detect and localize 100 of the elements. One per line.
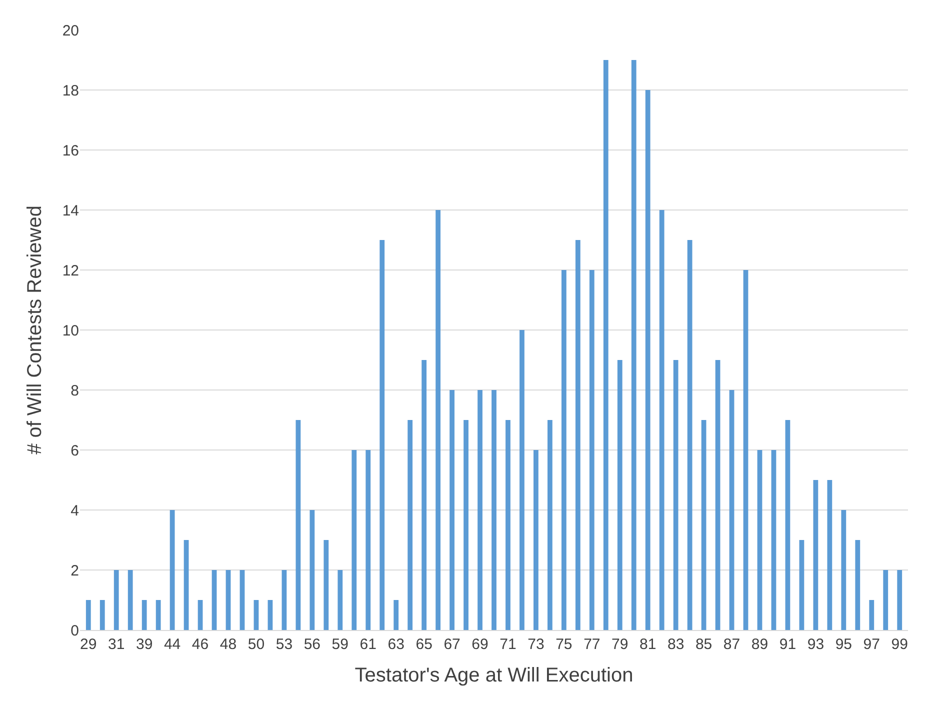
y-tick-label: 20 [62,22,79,40]
bar [883,570,888,630]
bar [324,540,329,630]
bar [226,570,231,630]
bar [729,390,734,630]
x-tick-label: 50 [248,636,265,653]
bar [520,330,524,630]
x-tick-label: 91 [779,636,796,653]
y-tick-label: 4 [70,502,79,520]
x-tick-label: 46 [192,636,209,653]
y-tick-label: 0 [70,622,79,640]
x-tick-label: 61 [360,636,376,653]
y-tick-label: 12 [62,262,79,280]
bar [841,510,846,630]
x-tick-label: 56 [304,636,321,653]
x-tick-label: 29 [80,636,97,653]
bar [701,420,706,630]
y-tick-label: 14 [62,202,79,220]
bar [827,480,832,630]
x-tick-label: 65 [416,636,432,653]
x-tick-label: 89 [751,636,768,653]
bar [743,270,748,630]
x-axis-title: Testator's Age at Will Execution [354,664,634,686]
bar [603,60,608,630]
x-tick-label: 85 [695,636,712,653]
bar [114,570,119,630]
x-tick-label: 44 [164,636,181,653]
x-tick-label: 69 [472,636,488,653]
bar [436,210,440,630]
bar [240,570,245,630]
y-tick-label: 6 [70,442,79,460]
bar [813,480,818,630]
x-tick-label: 95 [835,636,852,653]
y-axis-title: # of Will Contests Reviewed [24,206,46,454]
bar [771,450,776,630]
bar [366,450,371,630]
bar [310,510,315,630]
x-tick-label: 93 [807,636,824,653]
bar [170,510,175,630]
x-tick-label: 48 [220,636,237,653]
y-tick-label: 16 [62,142,79,160]
bar [156,600,161,630]
bar [687,240,692,630]
bar [408,420,413,630]
x-tick-label: 39 [136,636,153,653]
bar [575,240,580,630]
x-tick-label: 31 [108,636,125,653]
bar [422,360,427,630]
y-tick-label: 8 [70,382,79,400]
bar [715,360,720,630]
x-tick-label: 77 [584,636,600,653]
bar [268,600,273,630]
bar [282,570,287,630]
bar [855,540,860,630]
x-tick-label: 87 [723,636,740,653]
bar [506,420,510,630]
x-tick-label: 83 [667,636,684,653]
bar [757,450,762,630]
bar [897,570,902,630]
bar [450,390,454,630]
bar [296,420,301,630]
bar [86,600,91,630]
x-tick-label: 73 [528,636,544,653]
x-tick-label: 79 [612,636,628,653]
bar [394,600,399,630]
bar [869,600,874,630]
bar [631,60,636,630]
bar [799,540,804,630]
bar [785,420,790,630]
x-tick-label: 67 [444,636,460,653]
bar [464,420,468,630]
bar [561,270,566,630]
x-tick-label: 81 [640,636,656,653]
bar [659,210,664,630]
y-tick-label: 10 [62,322,79,340]
bar [254,600,259,630]
x-tick-label: 97 [863,636,880,653]
bar [645,90,650,630]
bar [198,600,203,630]
bar [492,390,496,630]
bar [380,240,385,630]
bar [589,270,594,630]
x-tick-label: 99 [891,636,908,653]
x-tick-label: 63 [388,636,404,653]
bar [534,450,538,630]
bar [617,360,622,630]
bar [142,600,147,630]
x-tick-label: 71 [500,636,516,653]
y-tick-label: 2 [70,562,79,580]
bar [548,420,552,630]
x-tick-label: 75 [556,636,572,653]
bar [352,450,357,630]
x-tick-label: 59 [332,636,348,653]
x-tick-label: 53 [276,636,293,653]
y-tick-label: 18 [62,82,79,100]
bar [212,570,217,630]
bar [100,600,105,630]
bar [338,570,343,630]
bar [478,390,482,630]
bar [184,540,189,630]
